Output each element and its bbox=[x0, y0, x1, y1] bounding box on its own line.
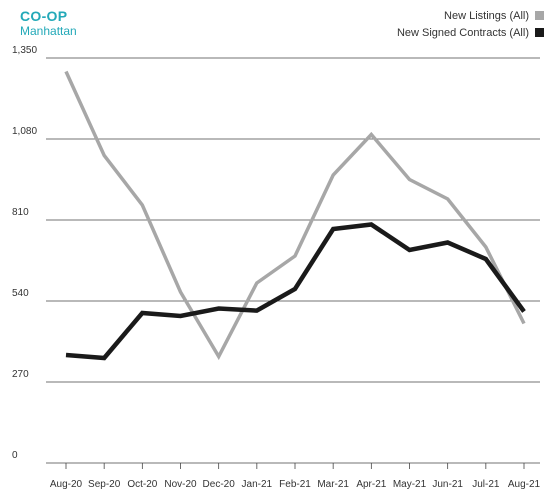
chart-subtitle: Manhattan bbox=[20, 24, 77, 38]
y-tick-label: 1,350 bbox=[12, 45, 37, 56]
x-tick-label: Mar-21 bbox=[317, 479, 349, 490]
series-line-new-signed-contracts bbox=[65, 222, 526, 361]
legend-swatch-listings bbox=[535, 11, 544, 20]
x-tick-label: Aug-21 bbox=[508, 479, 541, 490]
x-tick-label: Jun-21 bbox=[432, 479, 463, 490]
y-tick-label: 810 bbox=[12, 207, 29, 218]
legend-swatch-contracts bbox=[535, 28, 544, 37]
x-tick-label: Aug-20 bbox=[50, 479, 83, 490]
legend-item-contracts: New Signed Contracts (All) bbox=[397, 24, 544, 41]
y-tick-label: 1,080 bbox=[12, 126, 37, 137]
x-tick-label: Jul-21 bbox=[472, 479, 500, 490]
legend: New Listings (All) New Signed Contracts … bbox=[397, 7, 544, 41]
x-tick-label: May-21 bbox=[393, 479, 427, 490]
legend-label-contracts: New Signed Contracts (All) bbox=[396, 26, 529, 39]
x-tick-label: Apr-21 bbox=[356, 479, 386, 490]
x-tick-label: Sep-20 bbox=[88, 479, 121, 490]
x-tick-label: Feb-21 bbox=[279, 479, 311, 490]
legend-item-listings: New Listings (All) bbox=[397, 7, 544, 24]
series-line-new-listings bbox=[64, 70, 526, 361]
y-tick-label: 0 bbox=[12, 450, 18, 461]
y-tick-label: 270 bbox=[12, 369, 29, 380]
y-tick-label: 540 bbox=[12, 288, 29, 299]
x-tick-label: Oct-20 bbox=[127, 479, 157, 490]
chart-title: CO-OP bbox=[20, 8, 68, 24]
legend-label-listings: New Listings (All) bbox=[444, 9, 529, 22]
x-tick-label: Jan-21 bbox=[242, 479, 273, 490]
x-tick-label: Nov-20 bbox=[164, 479, 197, 490]
x-tick-label: Dec-20 bbox=[203, 479, 236, 490]
